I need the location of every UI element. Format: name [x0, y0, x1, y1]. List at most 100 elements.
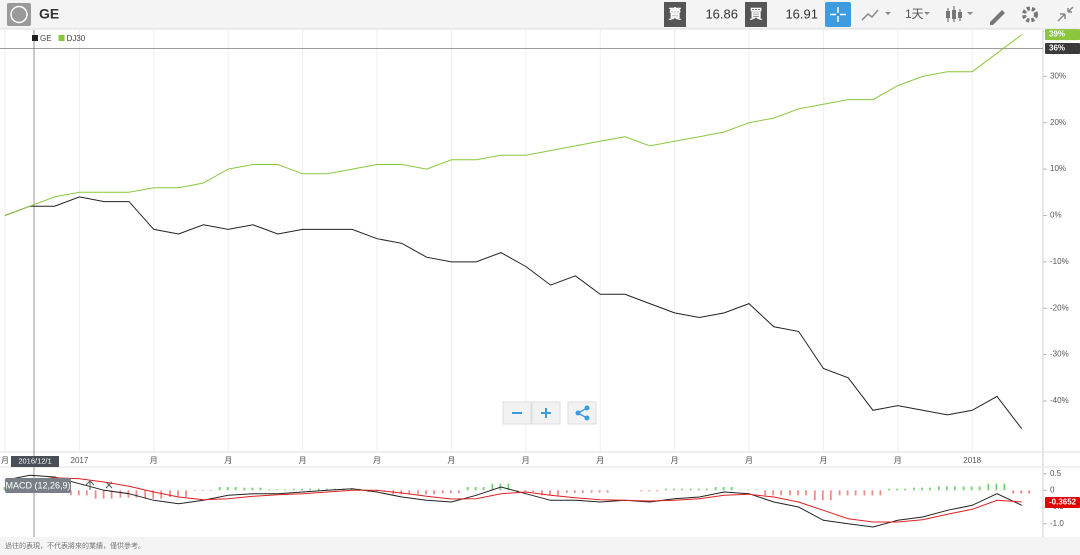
histogram-bar [276, 489, 279, 491]
histogram-bar [549, 490, 551, 496]
y-tick-label: -1.0 [1050, 519, 1064, 528]
sell-price: 16.86 [705, 6, 738, 21]
value-badge-label: 36% [1049, 44, 1065, 53]
histogram-bar [739, 489, 742, 491]
histogram-bar [648, 490, 651, 492]
candle-icon [958, 12, 962, 18]
y-tick-label: 0.5 [1050, 469, 1062, 478]
y-tick-label: 0 [1050, 485, 1055, 494]
histogram-bar [829, 490, 832, 501]
histogram-bar [805, 490, 807, 496]
footer [0, 537, 1080, 555]
histogram-bar [557, 490, 559, 496]
buy-label: 買 [749, 6, 762, 21]
crosshair-date: 2016/12/1 [18, 456, 51, 465]
histogram-bar [970, 486, 973, 491]
share-dot [584, 415, 590, 421]
x-tick-label: 月 [150, 456, 158, 465]
chart-type-button[interactable] [861, 9, 879, 21]
histogram-bar [317, 488, 320, 491]
histogram-bar [838, 490, 841, 496]
x-tick-label: 月 [224, 456, 232, 465]
histogram-bar [119, 490, 122, 498]
share-dot [575, 410, 581, 416]
histogram-bar [102, 490, 105, 499]
sell-button[interactable] [664, 2, 686, 27]
histogram-bar [789, 490, 791, 496]
histogram-bar [697, 488, 700, 491]
buy-button[interactable] [745, 2, 767, 27]
share-button[interactable] [567, 401, 597, 425]
indicator-title: MACD (12,26,9) [5, 480, 70, 490]
histogram-bar [400, 490, 403, 495]
histogram-bar [209, 490, 212, 491]
logo-ring [10, 5, 28, 24]
histogram-bar [284, 489, 287, 491]
histogram-bar [590, 490, 593, 493]
value-badge [1045, 43, 1080, 55]
x-tick-label: 月 [522, 456, 530, 465]
histogram-bar [177, 490, 179, 497]
histogram-bar [425, 490, 427, 495]
histogram-bar [665, 488, 667, 491]
histogram-bar [953, 486, 956, 491]
draw-button[interactable] [990, 10, 1005, 25]
histogram-bar [722, 487, 725, 491]
histogram-bar [730, 487, 733, 491]
histogram-bar [218, 487, 221, 491]
indicator-move-icon[interactable] [85, 480, 95, 490]
histogram-bar [797, 490, 799, 496]
histogram-bar [532, 490, 535, 492]
histogram-bar [433, 490, 435, 495]
histogram-bar [913, 487, 915, 491]
histogram-bar [301, 488, 303, 491]
histogram-bar [656, 490, 659, 492]
indicator-remove-icon[interactable] [105, 481, 113, 489]
histogram-bar [747, 489, 750, 491]
histogram-bar [201, 490, 204, 491]
histogram-bar [226, 487, 229, 491]
x-tick-label: 2018 [963, 456, 981, 465]
histogram-bar [441, 490, 444, 494]
legend-swatch [58, 35, 65, 41]
y-tick-label: 30% [1050, 71, 1066, 80]
histogram-bar [879, 490, 882, 496]
x-tick-label: 2017 [71, 456, 89, 465]
histogram-bar [243, 487, 246, 491]
histogram-bar [251, 487, 254, 491]
crosshair-button[interactable] [825, 2, 851, 27]
histogram-bar [69, 490, 72, 496]
disclaimer: 過往的表現，不代表將來的業績，僅供參考。 [5, 541, 145, 550]
histogram-bar [888, 488, 891, 491]
histogram-bar [780, 490, 783, 496]
histogram-bar [863, 490, 866, 496]
histogram-bar [673, 488, 675, 491]
histogram-bar [1020, 490, 1023, 494]
candle-icon [946, 11, 950, 18]
histogram-bar [606, 490, 609, 493]
collapse-button[interactable] [1057, 6, 1074, 22]
histogram-bar [350, 488, 353, 491]
histogram-bar [995, 483, 998, 491]
histogram-bar [325, 488, 328, 491]
indicator-label-box[interactable] [5, 478, 71, 493]
y-tick-label: -10% [1050, 257, 1069, 266]
histogram-bar [152, 490, 155, 499]
histogram-bar [466, 487, 469, 491]
histogram-bar [904, 488, 907, 491]
legend-label: GE [40, 34, 52, 43]
histogram-bar [813, 490, 816, 501]
y-tick-label: -30% [1050, 350, 1069, 359]
histogram-bar [821, 490, 824, 501]
histogram-bar [1012, 490, 1015, 494]
histogram-bar [871, 490, 874, 496]
histogram-bar [937, 486, 940, 491]
y-tick-label: 20% [1050, 118, 1066, 127]
x-tick-label: 月 [596, 456, 604, 465]
settings-button[interactable] [1022, 6, 1038, 23]
histogram-bar [755, 489, 758, 491]
share-dot [584, 405, 590, 411]
timeframe[interactable]: 1天 [905, 7, 924, 21]
histogram-bar [507, 483, 510, 491]
